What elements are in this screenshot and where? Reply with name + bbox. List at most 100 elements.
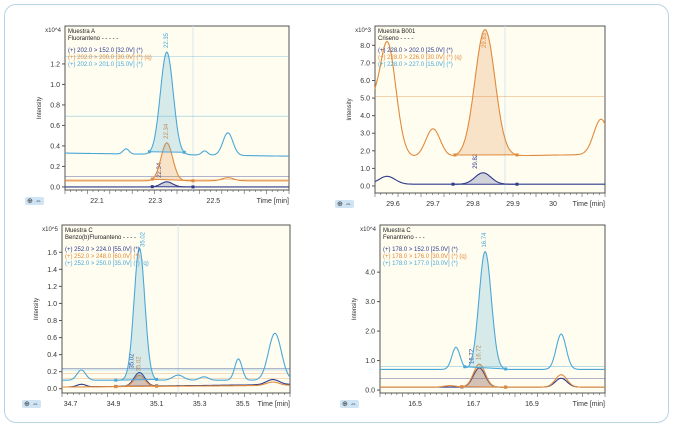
chromatogram-criseno: 29.82 29.83 0.0 1.0 2.0 3.0 4.0 5.0 6.0 7.0 8.0 29.…	[335, 22, 613, 220]
zoom-icon[interactable]: ⊕	[24, 401, 32, 408]
x-tick-label: 16.9	[525, 401, 539, 408]
chart-svg: 29.82 29.83 0.0 1.0 2.0 3.0 4.0 5.0 6.0 7.0 8.0 29.…	[347, 25, 606, 208]
y-tick-label: 0.8	[50, 102, 60, 109]
x-axis-label: Time [min]	[573, 401, 605, 408]
y-scale-label: x10^5	[42, 227, 58, 233]
legend-entry: (+) 178.0 > 152.0 [25.0V] (*)	[383, 247, 458, 253]
y-tick-label: 0.8	[47, 318, 57, 325]
pan-icon[interactable]: ⇔	[34, 198, 42, 205]
y-tick-label: 0.4	[50, 143, 60, 150]
zoom-icon[interactable]: ⊕	[337, 201, 345, 208]
y-tick-label: 0.2	[47, 369, 57, 376]
pan-icon[interactable]: ⇔	[349, 401, 357, 408]
y-tick-label: 0.4	[47, 352, 57, 359]
x-tick-label: 16.7	[467, 401, 481, 408]
integrated-peak-area	[461, 367, 506, 388]
legend-entry: (+) 252.0 > 224.0 [55.0V] (*)	[65, 247, 140, 253]
series-line	[380, 250, 605, 370]
pan-icon[interactable]: ⇔	[344, 201, 352, 208]
x-tick-label: 34.7	[64, 401, 78, 408]
x-tick-label: 16.5	[408, 401, 422, 408]
zoom-pan-controls[interactable]: ⊕ ⇔	[335, 200, 354, 208]
x-tick-label: 22.3	[148, 198, 162, 205]
plot-area	[64, 25, 290, 191]
integrated-peak-area	[115, 375, 157, 387]
y-axis-label: Intensity	[37, 97, 43, 119]
peak-rt-label: 22.34	[157, 162, 163, 178]
y-tick-label: 1.0	[365, 358, 375, 365]
compound-name: Criseno - - - -	[378, 36, 413, 42]
chart-svg: 35.02 35.0235.020.00.20.40.60.81.01.21.41…	[34, 224, 291, 408]
plot-area	[374, 25, 606, 194]
y-tick-label: 3.0	[360, 131, 370, 138]
y-scale-label: x10^4	[360, 227, 376, 233]
peak-rt-label: 22.34	[164, 123, 170, 139]
legend-entry: (+) 178.0 > 177.0 [10.0V] (*)	[383, 261, 458, 267]
chromatogram-fenantreno: 16.72 16.72 16.74 0.0 1.0 2.0 3.0 4.0 16.5 16.7 16…	[340, 221, 613, 420]
zoom-icon[interactable]: ⊕	[342, 401, 350, 408]
y-tick-label: 5.0	[360, 96, 370, 103]
zoom-icon[interactable]: ⊕	[27, 198, 35, 205]
integrated-peak-area	[453, 172, 517, 185]
x-axis-label: Time [min]	[257, 198, 289, 205]
zoom-pan-controls[interactable]: ⊕ ⇔	[22, 400, 41, 408]
y-tick-label: 7.0	[360, 60, 370, 67]
integrated-peak-area	[149, 52, 185, 153]
y-tick-label: 1.0	[47, 301, 57, 308]
x-tick-label: 35.5	[236, 401, 250, 408]
peak-rt-label: 29.83	[482, 32, 488, 48]
zoom-pan-controls[interactable]: ⊕ ⇔	[340, 400, 359, 408]
y-tick-label: 1.2	[47, 284, 57, 291]
legend-entry: (+) 252.0 > 250.0 [35.0V] (*) (q)	[65, 261, 149, 267]
series-line	[65, 51, 289, 157]
y-tick-label: 0.2	[50, 164, 60, 171]
peak-rt-label: 35.02	[136, 356, 142, 372]
figure-frame	[4, 4, 669, 423]
integration-baseline	[464, 366, 506, 370]
y-axis-label: Intensity	[352, 298, 358, 320]
peak-rt-label: 22.35	[164, 32, 170, 48]
y-tick-label: 6.0	[360, 78, 370, 85]
sample-name: Muestra C	[65, 228, 93, 234]
compound-name: Fenantreno - - -	[383, 235, 425, 241]
x-tick-label: 22.5	[207, 198, 221, 205]
y-tick-label: 3.0	[365, 299, 375, 306]
x-tick-label: 30	[549, 201, 557, 208]
y-tick-label: 0.6	[50, 123, 60, 130]
integrated-peak-area	[464, 251, 506, 369]
integrated-peak-area	[115, 248, 157, 381]
chromatogram-benzo-b-fluoranteno: 35.02 35.02 35.02 0.0 0.2 0.4 0.6 0.8 1.0 1.2 1.4 1…	[18, 221, 298, 420]
peak-rt-label: 16.72	[476, 344, 482, 360]
x-axis-label: Time [min]	[573, 201, 605, 208]
peak-rt-label: 35.02	[129, 353, 135, 369]
x-tick-label: 29.6	[386, 201, 400, 208]
sample-name: Muestra B001	[378, 29, 416, 35]
compound-name: Benzo(b)Fluroanteno - - - -	[65, 235, 136, 241]
x-tick-label: 22.1	[90, 198, 104, 205]
y-tick-label: 0.0	[50, 184, 60, 191]
legend-entry: (+) 202.0 > 152.0 [32.0V] (*)	[68, 48, 143, 54]
x-tick-label: 35.3	[193, 401, 207, 408]
zoom-pan-controls[interactable]: ⊕ ⇔	[25, 197, 44, 205]
sample-name: Muestra C	[383, 228, 411, 234]
y-axis-label: Intensity	[34, 298, 40, 320]
integrated-peak-area	[461, 364, 506, 388]
pan-icon[interactable]: ⇔	[31, 401, 39, 408]
y-tick-label: 1.0	[360, 166, 370, 173]
x-tick-label: 35.1	[150, 401, 164, 408]
y-tick-label: 1.0	[50, 82, 60, 89]
series-line	[374, 29, 606, 157]
y-tick-label: 2.0	[365, 329, 375, 336]
x-tick-label: 29.8	[466, 201, 480, 208]
legend-entry: (+) 178.0 > 176.0 [30.0V] (*) (q)	[383, 254, 467, 260]
legend-entry: (+) 228.0 > 226.0 [30.0V] (*) (q)	[378, 55, 462, 61]
series-line	[62, 374, 290, 388]
y-scale-label: x10^4	[45, 28, 61, 34]
y-tick-label: 4.0	[365, 270, 375, 277]
plot-area	[61, 224, 291, 394]
legend-entry: (+) 252.0 > 248.0 [60.0V] (*)	[65, 254, 140, 260]
x-tick-label: 29.9	[506, 201, 520, 208]
x-axis-label: Time [min]	[258, 401, 290, 408]
y-tick-label: 1.6	[47, 250, 57, 257]
